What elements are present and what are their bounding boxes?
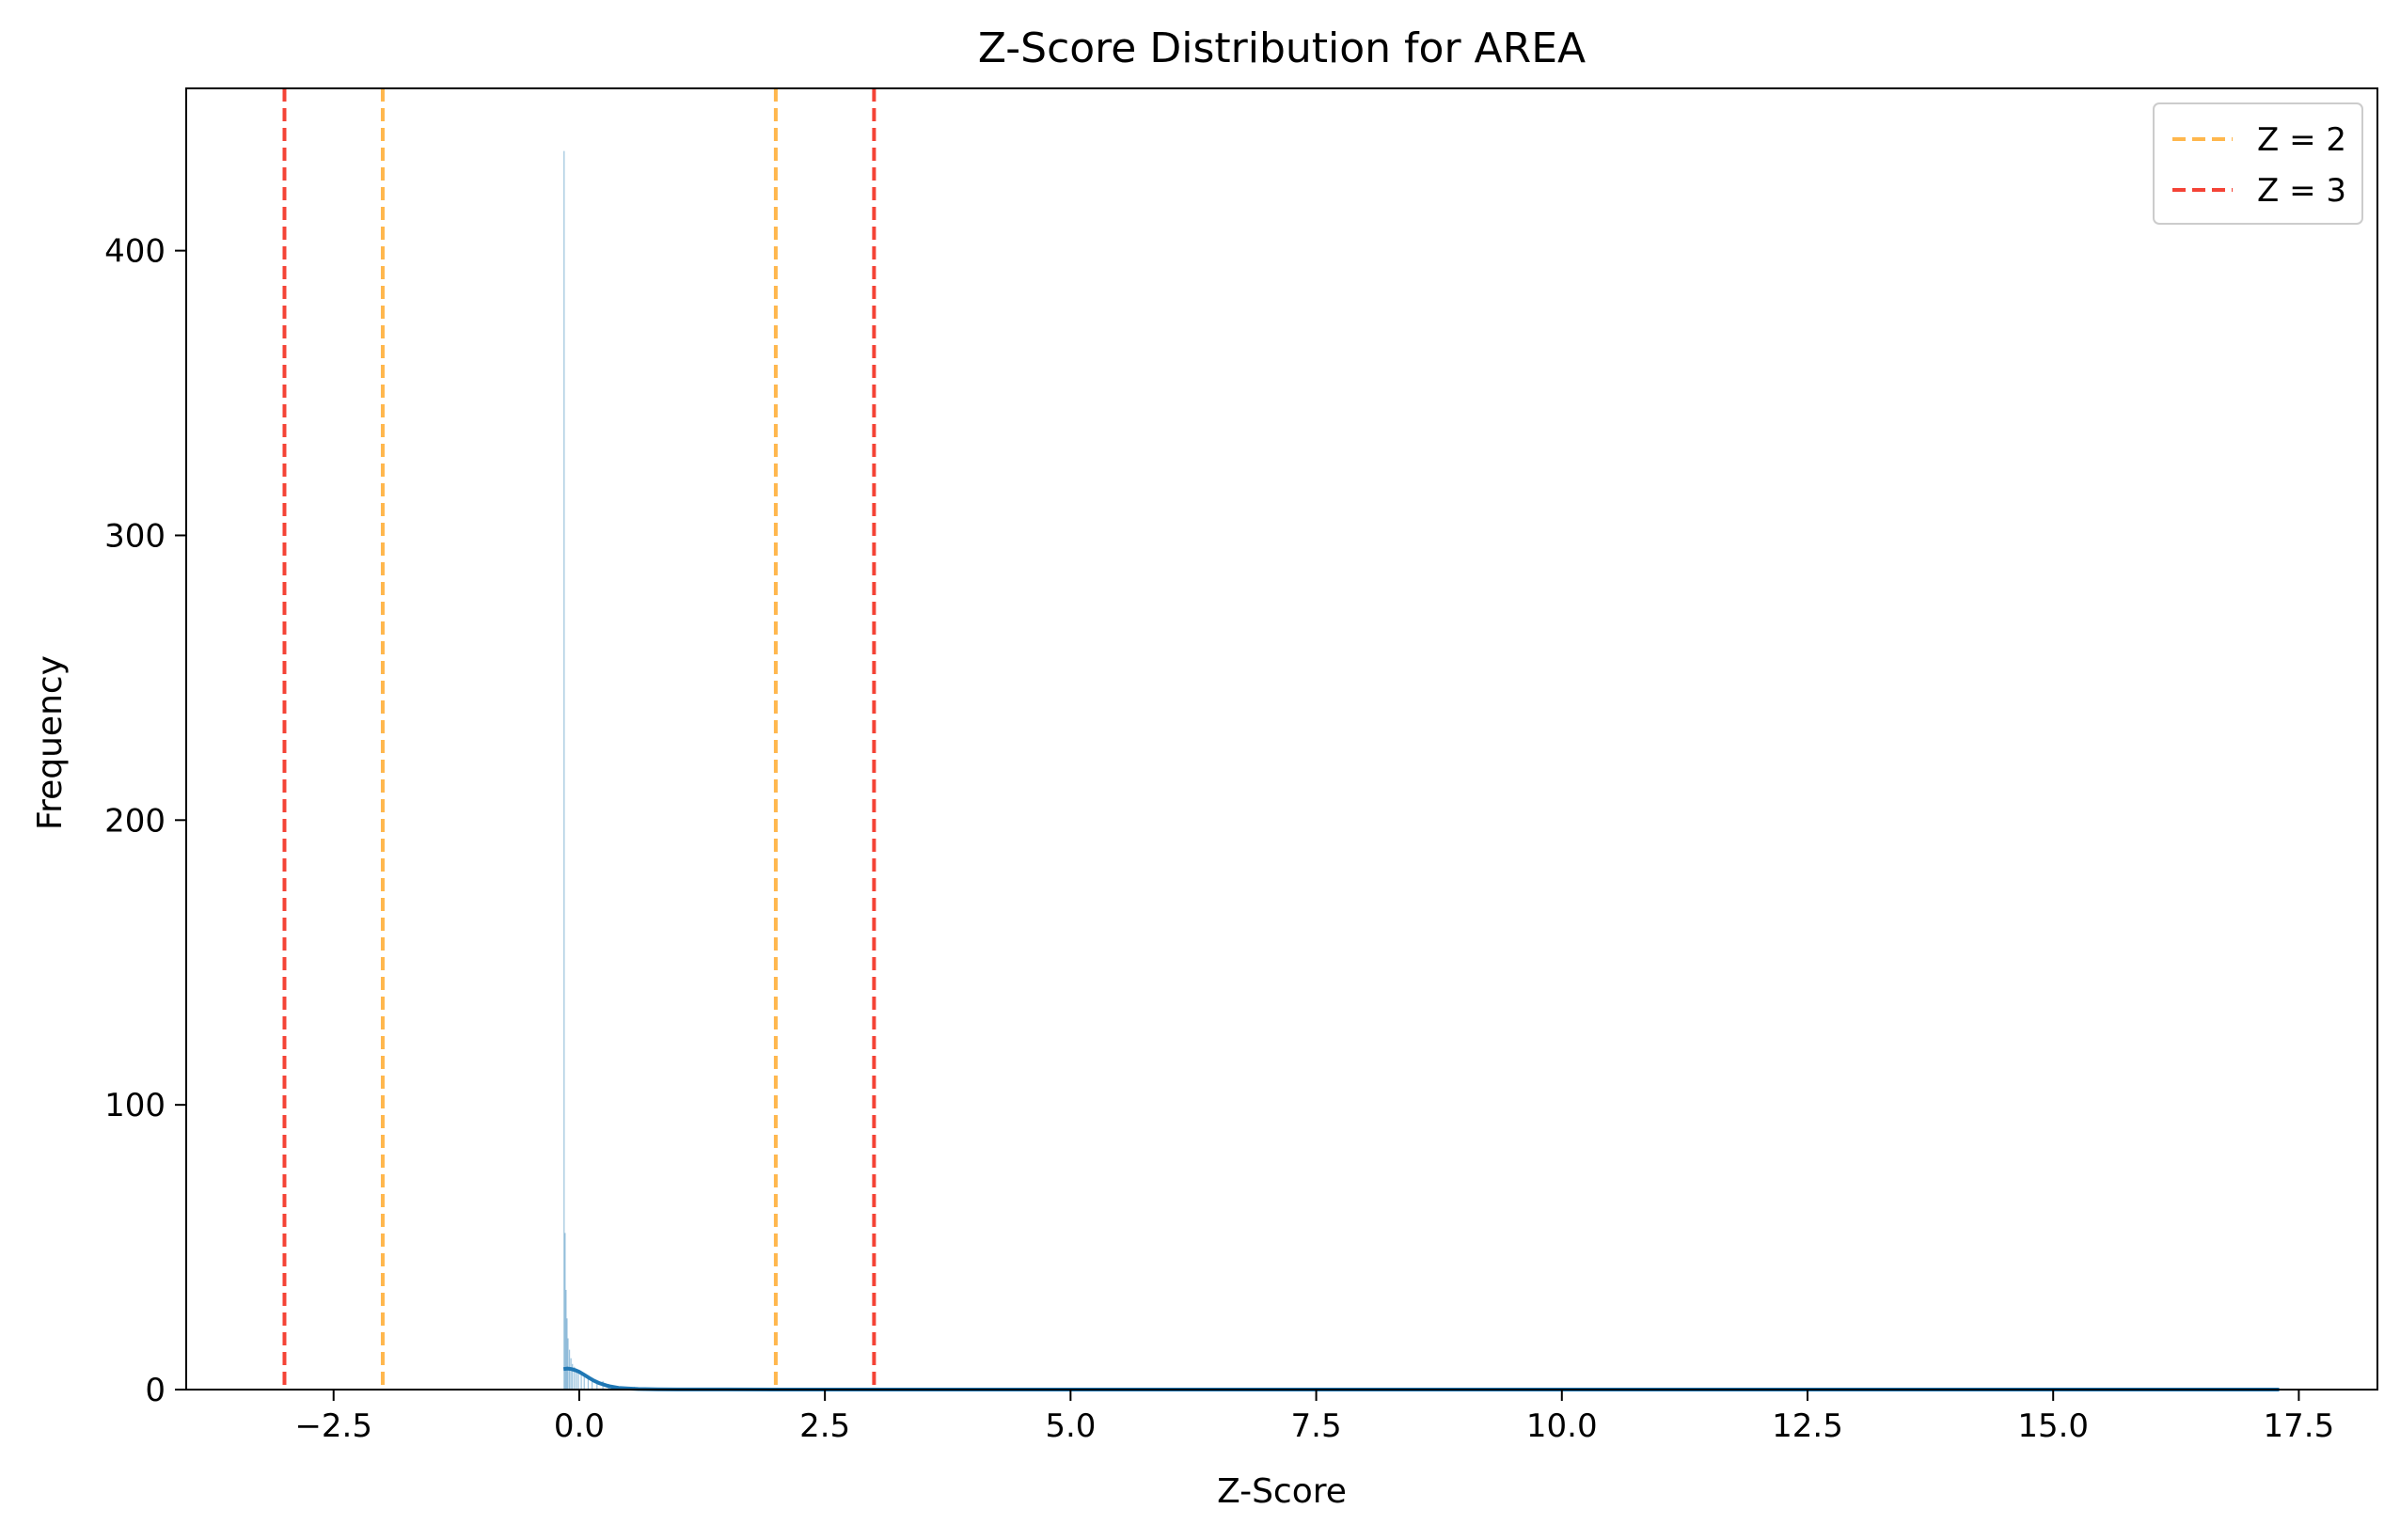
y-tick-label: 0 — [145, 1372, 166, 1409]
x-axis-ticks: −2.5 0.0 2.5 5.0 7.5 10.0 12.5 15.0 17.5 — [294, 1390, 2334, 1445]
histogram-bar — [587, 1375, 590, 1390]
y-tick-label: 400 — [104, 233, 166, 271]
y-tick-label: 300 — [104, 517, 166, 555]
histogram-bar — [566, 1318, 568, 1390]
legend-label: Z = 2 — [2257, 121, 2346, 159]
histogram-bar — [574, 1366, 576, 1390]
histogram-bar — [583, 1375, 585, 1390]
x-axis-label: Z-Score — [1217, 1472, 1347, 1511]
histogram-bar — [572, 1363, 574, 1390]
histogram-bar — [596, 1380, 598, 1390]
legend-box — [2153, 102, 2363, 225]
histogram-bar — [570, 1358, 572, 1390]
histogram-bar — [580, 1372, 582, 1390]
histogram-bar — [567, 1338, 569, 1390]
x-tick-label: 2.5 — [799, 1407, 850, 1445]
y-tick-label: 100 — [104, 1087, 166, 1124]
histogram-bar — [565, 1290, 567, 1390]
x-tick-label: 7.5 — [1291, 1407, 1342, 1445]
x-tick-label: 12.5 — [1772, 1407, 1843, 1445]
x-tick-label: 15.0 — [2017, 1407, 2089, 1445]
x-tick-label: −2.5 — [294, 1407, 372, 1445]
x-tick-label: 5.0 — [1045, 1407, 1096, 1445]
y-tick-label: 200 — [104, 802, 166, 840]
histogram-bar — [563, 150, 565, 1390]
plot-frame — [185, 87, 2378, 1391]
histogram-bar — [577, 1369, 579, 1390]
x-tick-label: 17.5 — [2264, 1407, 2335, 1445]
chart-title: Z-Score Distribution for AREA — [978, 24, 1586, 72]
histogram-bar — [564, 1233, 566, 1390]
legend-label: Z = 3 — [2257, 172, 2346, 210]
y-axis-label: Frequency — [31, 655, 70, 830]
y-axis-ticks: 0 100 200 300 400 — [104, 233, 186, 1409]
legend: Z = 2 Z = 3 — [2153, 102, 2363, 225]
x-tick-label: 0.0 — [554, 1407, 605, 1445]
x-tick-label: 10.0 — [1526, 1407, 1598, 1445]
